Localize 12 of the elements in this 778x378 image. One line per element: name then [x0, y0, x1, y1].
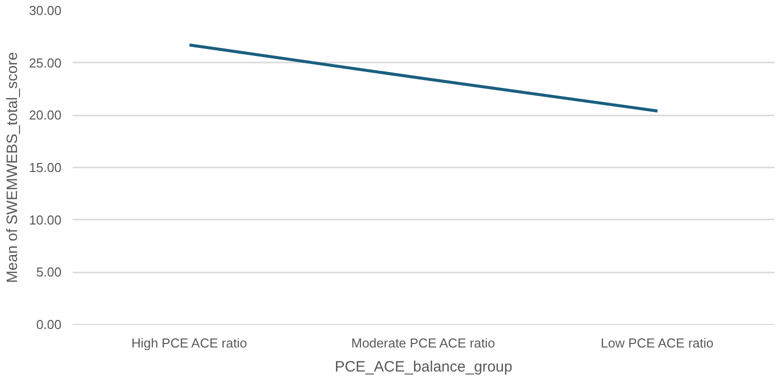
x-axis-title: PCE_ACE_balance_group [334, 358, 512, 376]
y-tick-label: 0.00 [36, 317, 62, 332]
x-tick-label: High PCE ACE ratio [131, 336, 247, 350]
y-tick-label: 25.00 [28, 55, 62, 70]
y-tick-label: 30.00 [28, 3, 62, 18]
y-tick-label: 5.00 [36, 264, 62, 280]
x-tick-label: Low PCE ACE ratio [600, 336, 714, 350]
y-tick-label: 10.00 [28, 212, 62, 228]
y-axis-title: Mean of SWEMWEBS_total_score [4, 52, 21, 283]
y-tick-label: 15.00 [28, 160, 62, 175]
y-tick-label: 20.00 [28, 108, 62, 123]
x-tick-label: Moderate PCE ACE ratio [351, 336, 496, 350]
